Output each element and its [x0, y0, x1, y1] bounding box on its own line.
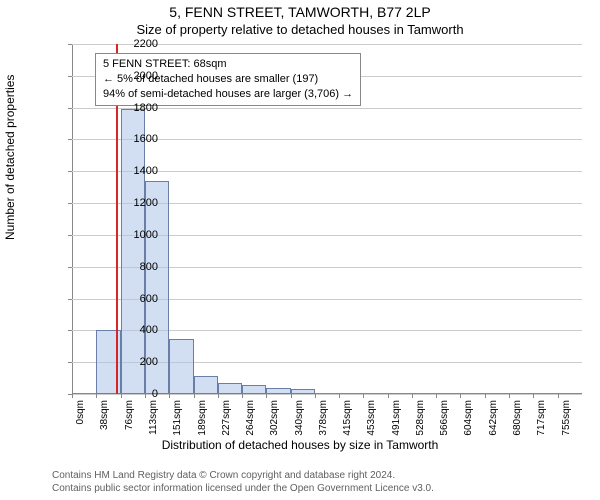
- histogram-bar: [291, 389, 315, 394]
- histogram-bar: [266, 388, 290, 394]
- footer-line-2: Contains public sector information licen…: [52, 482, 592, 495]
- y-tick-label: 1200: [72, 197, 158, 209]
- y-tick-mark: [68, 362, 72, 363]
- x-tick-label: 604sqm: [463, 400, 474, 450]
- y-axis-line: [72, 44, 73, 394]
- x-tick-mark: [266, 394, 267, 398]
- x-tick-label: 642sqm: [488, 400, 499, 450]
- x-tick-mark: [145, 394, 146, 398]
- y-tick-mark: [68, 235, 72, 236]
- x-tick-label: 528sqm: [415, 400, 426, 450]
- title-sub: Size of property relative to detached ho…: [0, 22, 600, 37]
- x-tick-label: 378sqm: [318, 400, 329, 450]
- x-tick-label: 151sqm: [172, 400, 183, 450]
- x-tick-label: 453sqm: [366, 400, 377, 450]
- y-tick-mark: [68, 139, 72, 140]
- x-tick-mark: [363, 394, 364, 398]
- x-tick-label: 227sqm: [221, 400, 232, 450]
- x-tick-mark: [509, 394, 510, 398]
- histogram-bar: [194, 376, 218, 394]
- x-tick-mark: [218, 394, 219, 398]
- y-tick-mark: [68, 108, 72, 109]
- x-tick-mark: [121, 394, 122, 398]
- x-tick-label: 76sqm: [124, 400, 135, 450]
- x-tick-label: 755sqm: [561, 400, 572, 450]
- y-tick-label: 400: [72, 324, 158, 336]
- y-tick-mark: [68, 203, 72, 204]
- footer-line-1: Contains HM Land Registry data © Crown c…: [52, 469, 592, 482]
- x-tick-label: 680sqm: [512, 400, 523, 450]
- x-tick-label: 189sqm: [197, 400, 208, 450]
- x-tick-label: 38sqm: [99, 400, 110, 450]
- info-line-3: 94% of semi-detached houses are larger (…: [103, 87, 353, 102]
- y-tick-mark: [68, 76, 72, 77]
- y-tick-mark: [68, 267, 72, 268]
- x-tick-mark: [412, 394, 413, 398]
- y-tick-label: 2000: [72, 70, 158, 82]
- histogram-bar: [218, 383, 242, 394]
- x-tick-label: 566sqm: [439, 400, 450, 450]
- y-tick-label: 1600: [72, 133, 158, 145]
- x-tick-mark: [388, 394, 389, 398]
- x-tick-label: 340sqm: [294, 400, 305, 450]
- histogram-bar: [121, 109, 145, 394]
- x-tick-mark: [485, 394, 486, 398]
- y-tick-label: 2200: [72, 38, 158, 50]
- x-tick-label: 302sqm: [269, 400, 280, 450]
- x-tick-mark: [169, 394, 170, 398]
- x-tick-mark: [242, 394, 243, 398]
- y-tick-label: 200: [72, 356, 158, 368]
- x-tick-label: 113sqm: [148, 400, 159, 450]
- y-tick-label: 1800: [72, 102, 158, 114]
- x-tick-mark: [72, 394, 73, 398]
- x-tick-mark: [339, 394, 340, 398]
- histogram-bar: [169, 339, 193, 394]
- x-tick-mark: [558, 394, 559, 398]
- x-tick-label: 0sqm: [75, 400, 86, 450]
- chart-container: 5, FENN STREET, TAMWORTH, B77 2LP Size o…: [0, 0, 600, 500]
- x-tick-mark: [315, 394, 316, 398]
- y-tick-mark: [68, 44, 72, 45]
- histogram-bar: [242, 385, 266, 394]
- x-tick-label: 264sqm: [245, 400, 256, 450]
- y-tick-label: 800: [72, 261, 158, 273]
- title-main: 5, FENN STREET, TAMWORTH, B77 2LP: [0, 4, 600, 20]
- x-tick-label: 415sqm: [342, 400, 353, 450]
- y-tick-label: 600: [72, 293, 158, 305]
- y-tick-mark: [68, 299, 72, 300]
- y-axis-label: Number of detached properties: [3, 75, 17, 240]
- x-tick-mark: [194, 394, 195, 398]
- y-tick-mark: [68, 330, 72, 331]
- x-tick-mark: [533, 394, 534, 398]
- x-tick-mark: [96, 394, 97, 398]
- x-tick-mark: [291, 394, 292, 398]
- x-tick-label: 717sqm: [536, 400, 547, 450]
- x-tick-mark: [436, 394, 437, 398]
- footer-credits: Contains HM Land Registry data © Crown c…: [52, 469, 592, 495]
- x-tick-label: 491sqm: [391, 400, 402, 450]
- y-tick-mark: [68, 171, 72, 172]
- y-tick-label: 1000: [72, 229, 158, 241]
- x-tick-mark: [460, 394, 461, 398]
- y-tick-label: 1400: [72, 165, 158, 177]
